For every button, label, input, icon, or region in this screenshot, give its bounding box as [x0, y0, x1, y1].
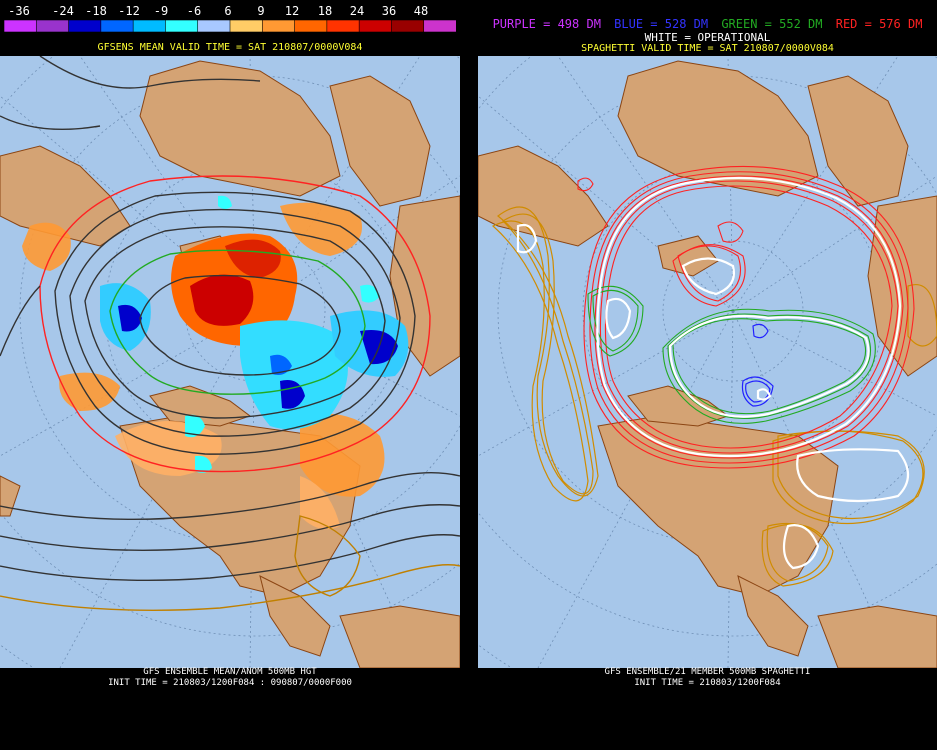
left-bottom-caption: GFS ENSEMBLE MEAN/ANOM 500MB HGT INIT TI…	[0, 667, 460, 689]
colorbar-swatch	[165, 20, 199, 32]
colorbar-swatch	[35, 20, 70, 32]
colorbar-swatch	[423, 20, 456, 32]
spaghetti-panel: PURPLE = 498 DM BLUE = 528 DM GREEN = 55…	[478, 0, 937, 750]
colorbar-label: 24	[349, 4, 365, 18]
colorbar-label: 9	[257, 4, 265, 18]
colorbar-label: -12	[118, 4, 140, 18]
colorbar-label: -9	[153, 4, 169, 18]
colorbar-label: 48	[413, 4, 429, 18]
colorbar-swatch	[358, 20, 393, 32]
colorbar-swatch	[4, 20, 38, 32]
height-contours	[0, 56, 460, 611]
contour-legend: PURPLE = 498 DM BLUE = 528 DM GREEN = 55…	[478, 16, 937, 32]
colorbar-swatch	[326, 20, 360, 32]
left-valid-time: GFSENS MEAN VALID TIME = SAT 210807/0000…	[97, 42, 363, 53]
legend-blue: BLUE = 528 DM	[614, 17, 709, 31]
legend-green: GREEN = 552 DM	[721, 17, 823, 31]
operational-run	[516, 176, 910, 570]
colorbar-swatch	[197, 20, 231, 32]
colorbar-label: -6	[186, 4, 202, 18]
anomaly-colorbar	[4, 20, 456, 32]
colorbar-label: 18	[317, 4, 333, 18]
panel-divider	[460, 0, 478, 750]
colorbar-label: -18	[85, 4, 107, 18]
colorbar-labels: -36 -24 -18 -12 -9 -6 6 9 12 18 24 36 48	[0, 4, 460, 18]
colorbar-label: 36	[381, 4, 397, 18]
spaghetti-map	[478, 56, 937, 668]
colorbar-swatch	[229, 20, 264, 32]
spaghetti-red	[577, 165, 915, 469]
colorbar-swatch	[391, 20, 425, 32]
legend-red: RED = 576 DM	[835, 17, 923, 31]
right-product-name: GFS ENSEMBLE/21 MEMBER 500MB SPAGHETTI	[604, 667, 811, 677]
colorbar-swatch	[294, 20, 328, 32]
colorbar-label: 12	[284, 4, 300, 18]
colorbar-label: 6	[224, 4, 232, 18]
colorbar-swatch	[261, 20, 296, 32]
legend-purple: PURPLE = 498 DM	[492, 17, 601, 31]
right-valid-time: SPAGHETTI VALID TIME = SAT 210807/0000V0…	[581, 43, 834, 54]
ensemble-mean-panel: -36 -24 -18 -12 -9 -6 6 9 12 18 24 36 48…	[0, 0, 460, 750]
left-init-time: INIT TIME = 210803/1200F084 : 090807/000…	[108, 678, 352, 688]
colorbar-label: -36	[8, 4, 30, 18]
colorbar-label: -24	[52, 4, 74, 18]
colorbar-swatch	[100, 20, 134, 32]
colorbar-swatch	[68, 20, 102, 32]
ensemble-mean-map	[0, 56, 460, 668]
operational-legend: WHITE = OPERATIONAL	[644, 31, 771, 44]
colorbar-swatch	[132, 20, 167, 32]
right-init-time: INIT TIME = 210803/1200F084	[634, 678, 781, 688]
right-bottom-caption: GFS ENSEMBLE/21 MEMBER 500MB SPAGHETTI I…	[478, 667, 937, 689]
left-product-name: GFS ENSEMBLE MEAN/ANOM 500MB HGT	[143, 667, 317, 677]
